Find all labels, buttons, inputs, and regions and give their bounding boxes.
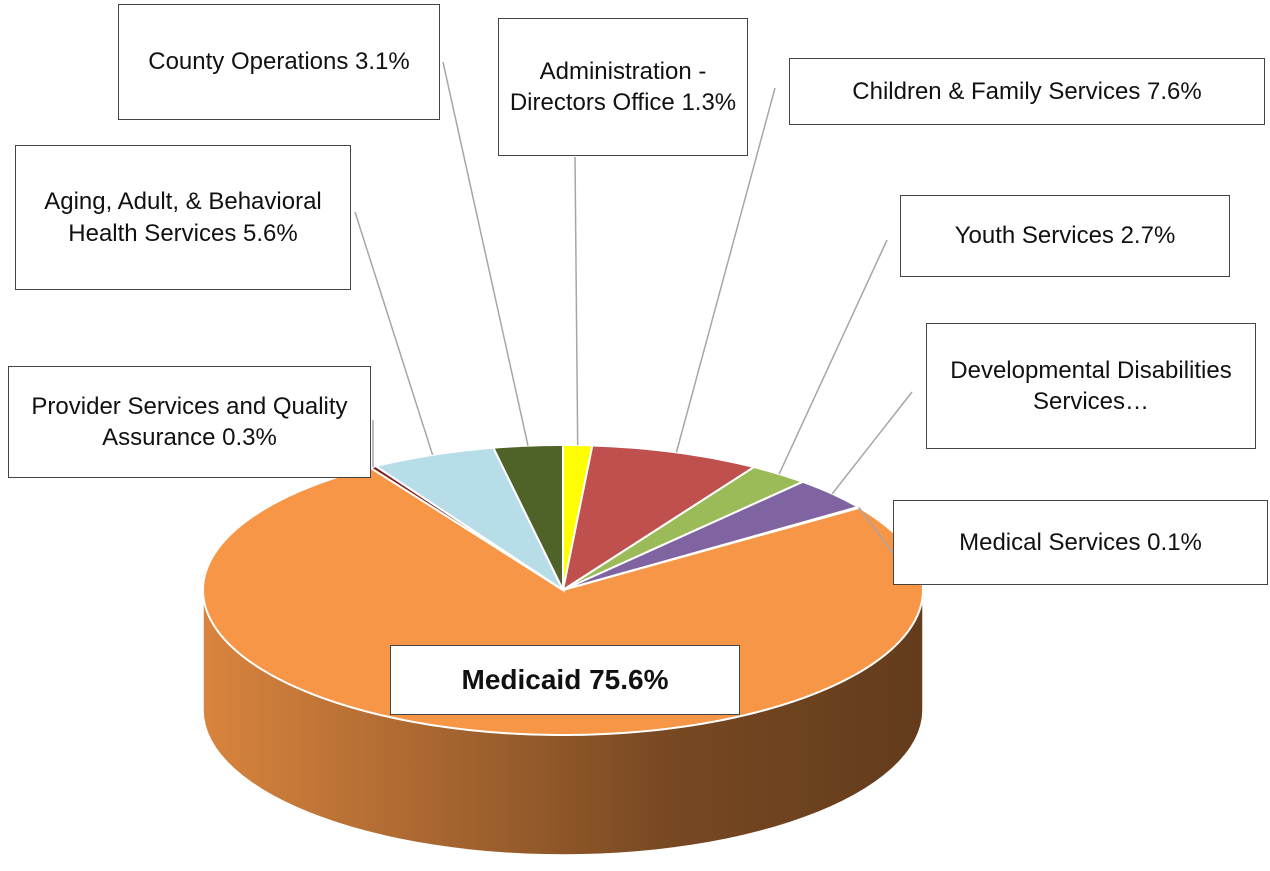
slice	[562, 480, 861, 591]
data-label: Developmental Disabilities Services…	[926, 323, 1256, 449]
slice	[562, 466, 806, 591]
leader-line	[574, 156, 579, 446]
slice	[202, 466, 924, 737]
data-label: Provider Services and Quality Assurance …	[8, 366, 371, 478]
leader-line	[858, 506, 894, 554]
data-label: Children & Family Services 7.6%	[789, 58, 1265, 125]
leader-line	[354, 211, 434, 456]
data-label: Aging, Adult, & Behavioral Health Servic…	[15, 145, 351, 290]
leader-line	[831, 391, 913, 495]
data-label: Youth Services 2.7%	[900, 195, 1230, 277]
slice	[373, 446, 566, 593]
data-label: Administration - Directors Office 1.3%	[498, 18, 748, 156]
slice	[561, 444, 757, 593]
data-label: Medical Services 0.1%	[893, 500, 1268, 585]
data-label: Medicaid 75.6%	[390, 645, 740, 715]
data-label: County Operations 3.1%	[118, 4, 440, 120]
leader-line	[778, 239, 888, 475]
leader-line	[442, 61, 529, 446]
leader-line	[675, 87, 776, 453]
